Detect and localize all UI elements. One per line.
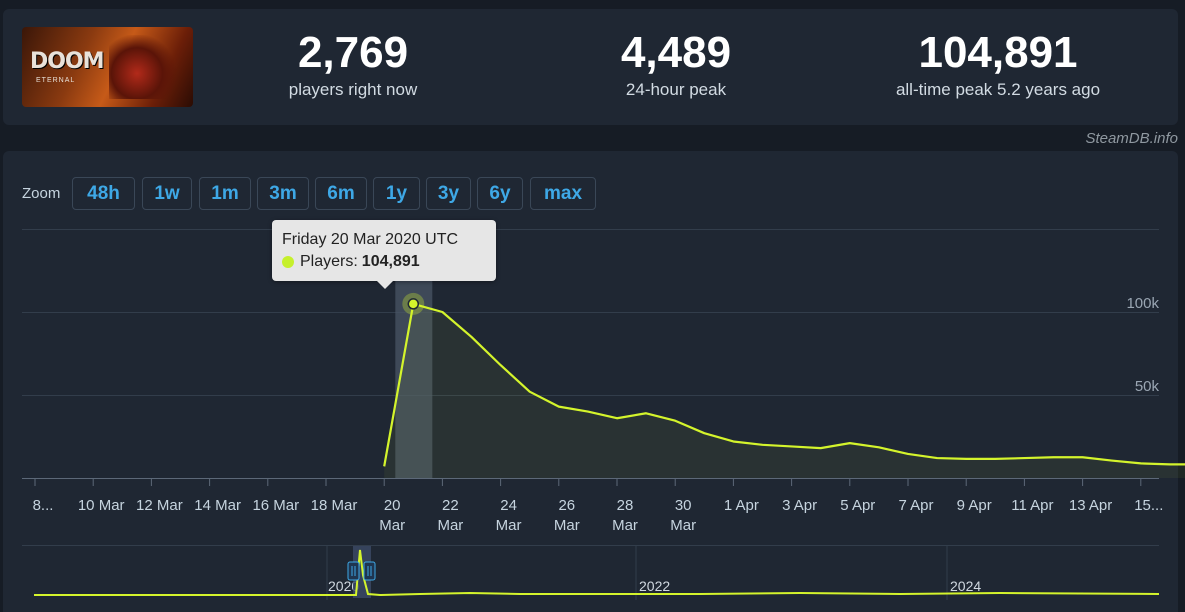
series-area-players <box>384 303 1185 478</box>
x-tick-label: 15... <box>1134 497 1163 514</box>
x-tick-label: 7 Apr <box>898 497 933 514</box>
chart-tooltip: Friday 20 Mar 2020 UTC Players: 104,891 <box>272 220 496 289</box>
x-tick-label: 9 Apr <box>957 497 992 514</box>
x-tick-label: 30 Mar <box>670 497 696 534</box>
tooltip-series-row: Players: 104,891 <box>282 253 420 271</box>
x-tick-label: 3 Apr <box>782 497 817 514</box>
x-tick-label: 20 Mar <box>379 497 405 534</box>
x-tick-label: 26 Mar <box>554 497 580 534</box>
x-tick-label: 14 Mar <box>194 497 241 514</box>
steamdb-watermark[interactable]: SteamDB.info <box>1085 130 1178 147</box>
zoom-1w-button[interactable]: 1w <box>142 177 192 210</box>
x-tick-label: 16 Mar <box>252 497 299 514</box>
zoom-1y-button[interactable]: 1y <box>373 177 420 210</box>
x-axis-labels: 8... 10 Mar 12 Mar 14 Mar 16 Mar 18 Mar 20 Mar 2… <box>33 478 1163 534</box>
current-players-value: 2,769 <box>297 28 409 77</box>
x-tick-label: 1 Apr <box>724 497 759 514</box>
series-line-players <box>383 302 1185 467</box>
zoom-6m-button[interactable]: 6m <box>315 177 367 210</box>
navigator-left-handle[interactable] <box>347 561 360 581</box>
x-tick-label: 24 Mar <box>496 497 522 534</box>
range-navigator[interactable]: 2020 2022 2024 <box>22 545 1160 601</box>
stat-current-players: 2,769 players right now <box>253 27 453 101</box>
zoom-48h-button[interactable]: 48h <box>72 177 135 210</box>
zoom-3y-button[interactable]: 3y <box>426 177 471 210</box>
stat-all-time-peak: 104,891 all-time peak 5.2 years ago <box>858 27 1138 101</box>
chart-panel <box>3 151 1178 612</box>
x-tick-label: 22 Mar <box>437 497 463 534</box>
peak-24h-label: 24-hour peak <box>625 80 727 99</box>
all-time-peak-value: 104,891 <box>918 28 1078 77</box>
zoom-max-button[interactable]: max <box>530 177 596 210</box>
navigator-year-label: 2020 <box>328 578 359 594</box>
x-tick-label: 28 Mar <box>612 497 638 534</box>
zoom-3m-button[interactable]: 3m <box>257 177 309 210</box>
x-tick-label: 8... <box>33 497 54 514</box>
x-tick-label: 10 Mar <box>78 497 125 514</box>
navigator-year-label: 2024 <box>950 578 981 594</box>
game-logo[interactable]: DOOM ETERNAL <box>22 27 193 107</box>
current-players-label: players right now <box>288 80 418 99</box>
y-tick-label: 50k <box>1135 378 1160 395</box>
tooltip-value: 104,891 <box>361 253 420 270</box>
game-logo-subtitle: ETERNAL <box>36 77 76 84</box>
game-logo-title: DOOM <box>30 49 105 74</box>
y-axis-labels: 100k 50k <box>1126 295 1159 395</box>
zoom-6y-button[interactable]: 6y <box>477 177 523 210</box>
x-tick-label: 12 Mar <box>136 497 183 514</box>
navigator-series-line <box>34 549 1160 597</box>
zoom-label: Zoom <box>22 185 61 202</box>
x-tick-label: 5 Apr <box>840 497 875 514</box>
all-time-peak-label: all-time peak 5.2 years ago <box>895 80 1101 99</box>
game-art <box>109 35 179 99</box>
highlight-point <box>407 298 420 310</box>
stats-panel: DOOM ETERNAL 2,769 players right now 4,4… <box>3 9 1178 125</box>
chart-grid <box>22 229 1159 479</box>
x-tick-label: 13 Apr <box>1069 497 1112 514</box>
stat-24h-peak: 4,489 24-hour peak <box>576 27 776 101</box>
zoom-1m-button[interactable]: 1m <box>199 177 251 210</box>
y-tick-label: 100k <box>1126 295 1159 312</box>
navigator-year-label: 2022 <box>639 578 670 594</box>
tooltip-date: Friday 20 Mar 2020 UTC <box>282 231 459 248</box>
x-tick-label: 18 Mar <box>311 497 358 514</box>
tooltip-series-label: Players: <box>300 253 358 270</box>
peak-24h-value: 4,489 <box>620 28 732 77</box>
x-tick-label: 11 Apr <box>1011 497 1053 514</box>
navigator-right-handle[interactable] <box>363 561 376 581</box>
series-marker-icon <box>282 256 294 268</box>
